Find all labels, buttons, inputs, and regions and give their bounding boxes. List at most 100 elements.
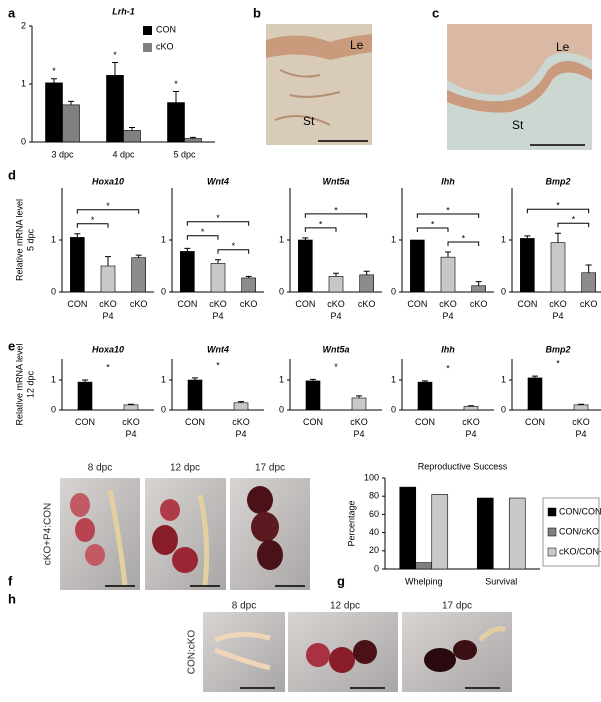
annotation: * bbox=[556, 358, 560, 368]
chart-title: Reproductive Success bbox=[418, 461, 508, 471]
significance-bracket bbox=[186, 235, 219, 240]
error-bar bbox=[51, 78, 57, 83]
x-tick-label: cKO bbox=[580, 299, 598, 309]
bar bbox=[180, 251, 195, 293]
legend-swatch bbox=[547, 547, 557, 557]
chart-title: Hoxa10 bbox=[92, 344, 124, 354]
bar-chart: Wnt4 0 1 CON cKO P4 cKO * * * bbox=[161, 176, 264, 321]
bar-chart: Hoxa10 0 1 Relative mRNA level 5 dpc CON cKO P4… bbox=[14, 176, 154, 321]
y-tick-label: 1 bbox=[391, 234, 396, 244]
x-tick-label: cKO P4 bbox=[549, 299, 567, 321]
y-tick-label: 2 bbox=[21, 20, 26, 30]
error-bar bbox=[310, 378, 316, 381]
legend-label: CON/CON bbox=[559, 506, 601, 516]
annotation: * bbox=[52, 66, 56, 76]
significance-label: * bbox=[431, 219, 435, 229]
label-line: cKO bbox=[232, 417, 250, 427]
bar bbox=[305, 380, 321, 411]
significance-label: * bbox=[334, 205, 338, 215]
x-tick-label: CON bbox=[415, 417, 435, 427]
stage-label: 8 dpc bbox=[232, 601, 256, 612]
x-tick-label: cKO P4 bbox=[572, 417, 590, 439]
bar bbox=[62, 104, 80, 143]
row-label: CON:cKO bbox=[187, 630, 198, 675]
x-tick-label: CON bbox=[525, 417, 545, 427]
bar bbox=[581, 272, 596, 293]
bar bbox=[508, 497, 526, 570]
chart-title: Wnt4 bbox=[207, 344, 229, 354]
bar bbox=[131, 257, 146, 293]
bar bbox=[298, 239, 313, 293]
legend-frame bbox=[542, 497, 600, 567]
bar bbox=[241, 277, 256, 293]
x-tick-label: 5 dpc bbox=[173, 149, 196, 159]
label-line: cKO bbox=[549, 299, 567, 309]
error-bar bbox=[578, 403, 584, 405]
label-line: cKO bbox=[439, 299, 457, 309]
x-tick-label: cKO P4 bbox=[209, 299, 227, 321]
label-line: cKO bbox=[350, 417, 368, 427]
label-line: CON bbox=[75, 417, 95, 427]
significance-label: * bbox=[462, 233, 466, 243]
label-line: cKO bbox=[209, 299, 227, 309]
tissue-label: Le bbox=[350, 38, 364, 52]
significance-label: * bbox=[201, 227, 205, 237]
label-line: cKO bbox=[122, 417, 140, 427]
y-tick-label: 1 bbox=[501, 374, 506, 384]
bar bbox=[187, 379, 203, 411]
label-line: P4 bbox=[552, 311, 563, 321]
x-tick-label: CON bbox=[407, 299, 427, 309]
bar bbox=[573, 404, 589, 411]
label-line: P4 bbox=[442, 311, 453, 321]
bar bbox=[123, 130, 141, 143]
row-label: cKO+P4:CON bbox=[43, 503, 54, 566]
y-tick-label: 0 bbox=[51, 404, 56, 414]
chart-title: Ihh bbox=[441, 176, 455, 186]
label-line: CON bbox=[303, 417, 323, 427]
annotation: * bbox=[446, 363, 450, 373]
y-tick-label: 0 bbox=[161, 404, 166, 414]
error-bar bbox=[422, 380, 428, 383]
x-tick-label: cKO bbox=[130, 299, 148, 309]
legend-swatch bbox=[547, 507, 557, 517]
error-bar bbox=[238, 401, 244, 403]
annotation: * bbox=[216, 360, 220, 370]
x-tick-label: cKO P4 bbox=[462, 417, 480, 439]
significance-bracket bbox=[304, 227, 337, 232]
chart-title: Hoxa10 bbox=[92, 176, 124, 186]
bar bbox=[359, 274, 374, 293]
y-tick-label: 1 bbox=[501, 234, 506, 244]
bar bbox=[520, 238, 535, 293]
legend-swatch bbox=[143, 43, 152, 52]
y-tick-label: 0 bbox=[161, 286, 166, 296]
error-bar bbox=[475, 281, 482, 286]
panel-letter: h bbox=[8, 591, 16, 606]
y-tick-label: 0 bbox=[51, 286, 56, 296]
y-tick-label: 0 bbox=[391, 286, 396, 296]
bar bbox=[233, 402, 249, 411]
error-bar bbox=[82, 379, 88, 383]
significance-bracket bbox=[447, 241, 480, 246]
bar bbox=[123, 404, 139, 411]
x-tick-label: cKO P4 bbox=[350, 417, 368, 439]
x-tick-label: cKO bbox=[240, 299, 258, 309]
x-tick-label: 4 dpc bbox=[112, 149, 135, 159]
x-tick-label: CON bbox=[517, 299, 537, 309]
y-axis-label: Relative mRNA level bbox=[14, 199, 24, 281]
legend-swatch bbox=[143, 26, 152, 35]
label-line: cKO bbox=[572, 417, 590, 427]
annotation: * bbox=[174, 79, 178, 89]
bar bbox=[476, 497, 494, 570]
annotation: * bbox=[334, 362, 338, 372]
bar bbox=[328, 276, 344, 293]
error-bar bbox=[74, 233, 81, 238]
legend-label: CON bbox=[156, 24, 176, 34]
x-tick-label: cKO P4 bbox=[232, 417, 250, 439]
label-line: CON bbox=[517, 299, 537, 309]
error-bar bbox=[468, 405, 474, 407]
tissue-label: St bbox=[303, 114, 315, 128]
y-axis-label: Relative mRNA level bbox=[14, 343, 24, 425]
bar bbox=[70, 237, 85, 293]
label-line: cKO bbox=[99, 299, 117, 309]
x-tick-label: CON bbox=[75, 417, 95, 427]
